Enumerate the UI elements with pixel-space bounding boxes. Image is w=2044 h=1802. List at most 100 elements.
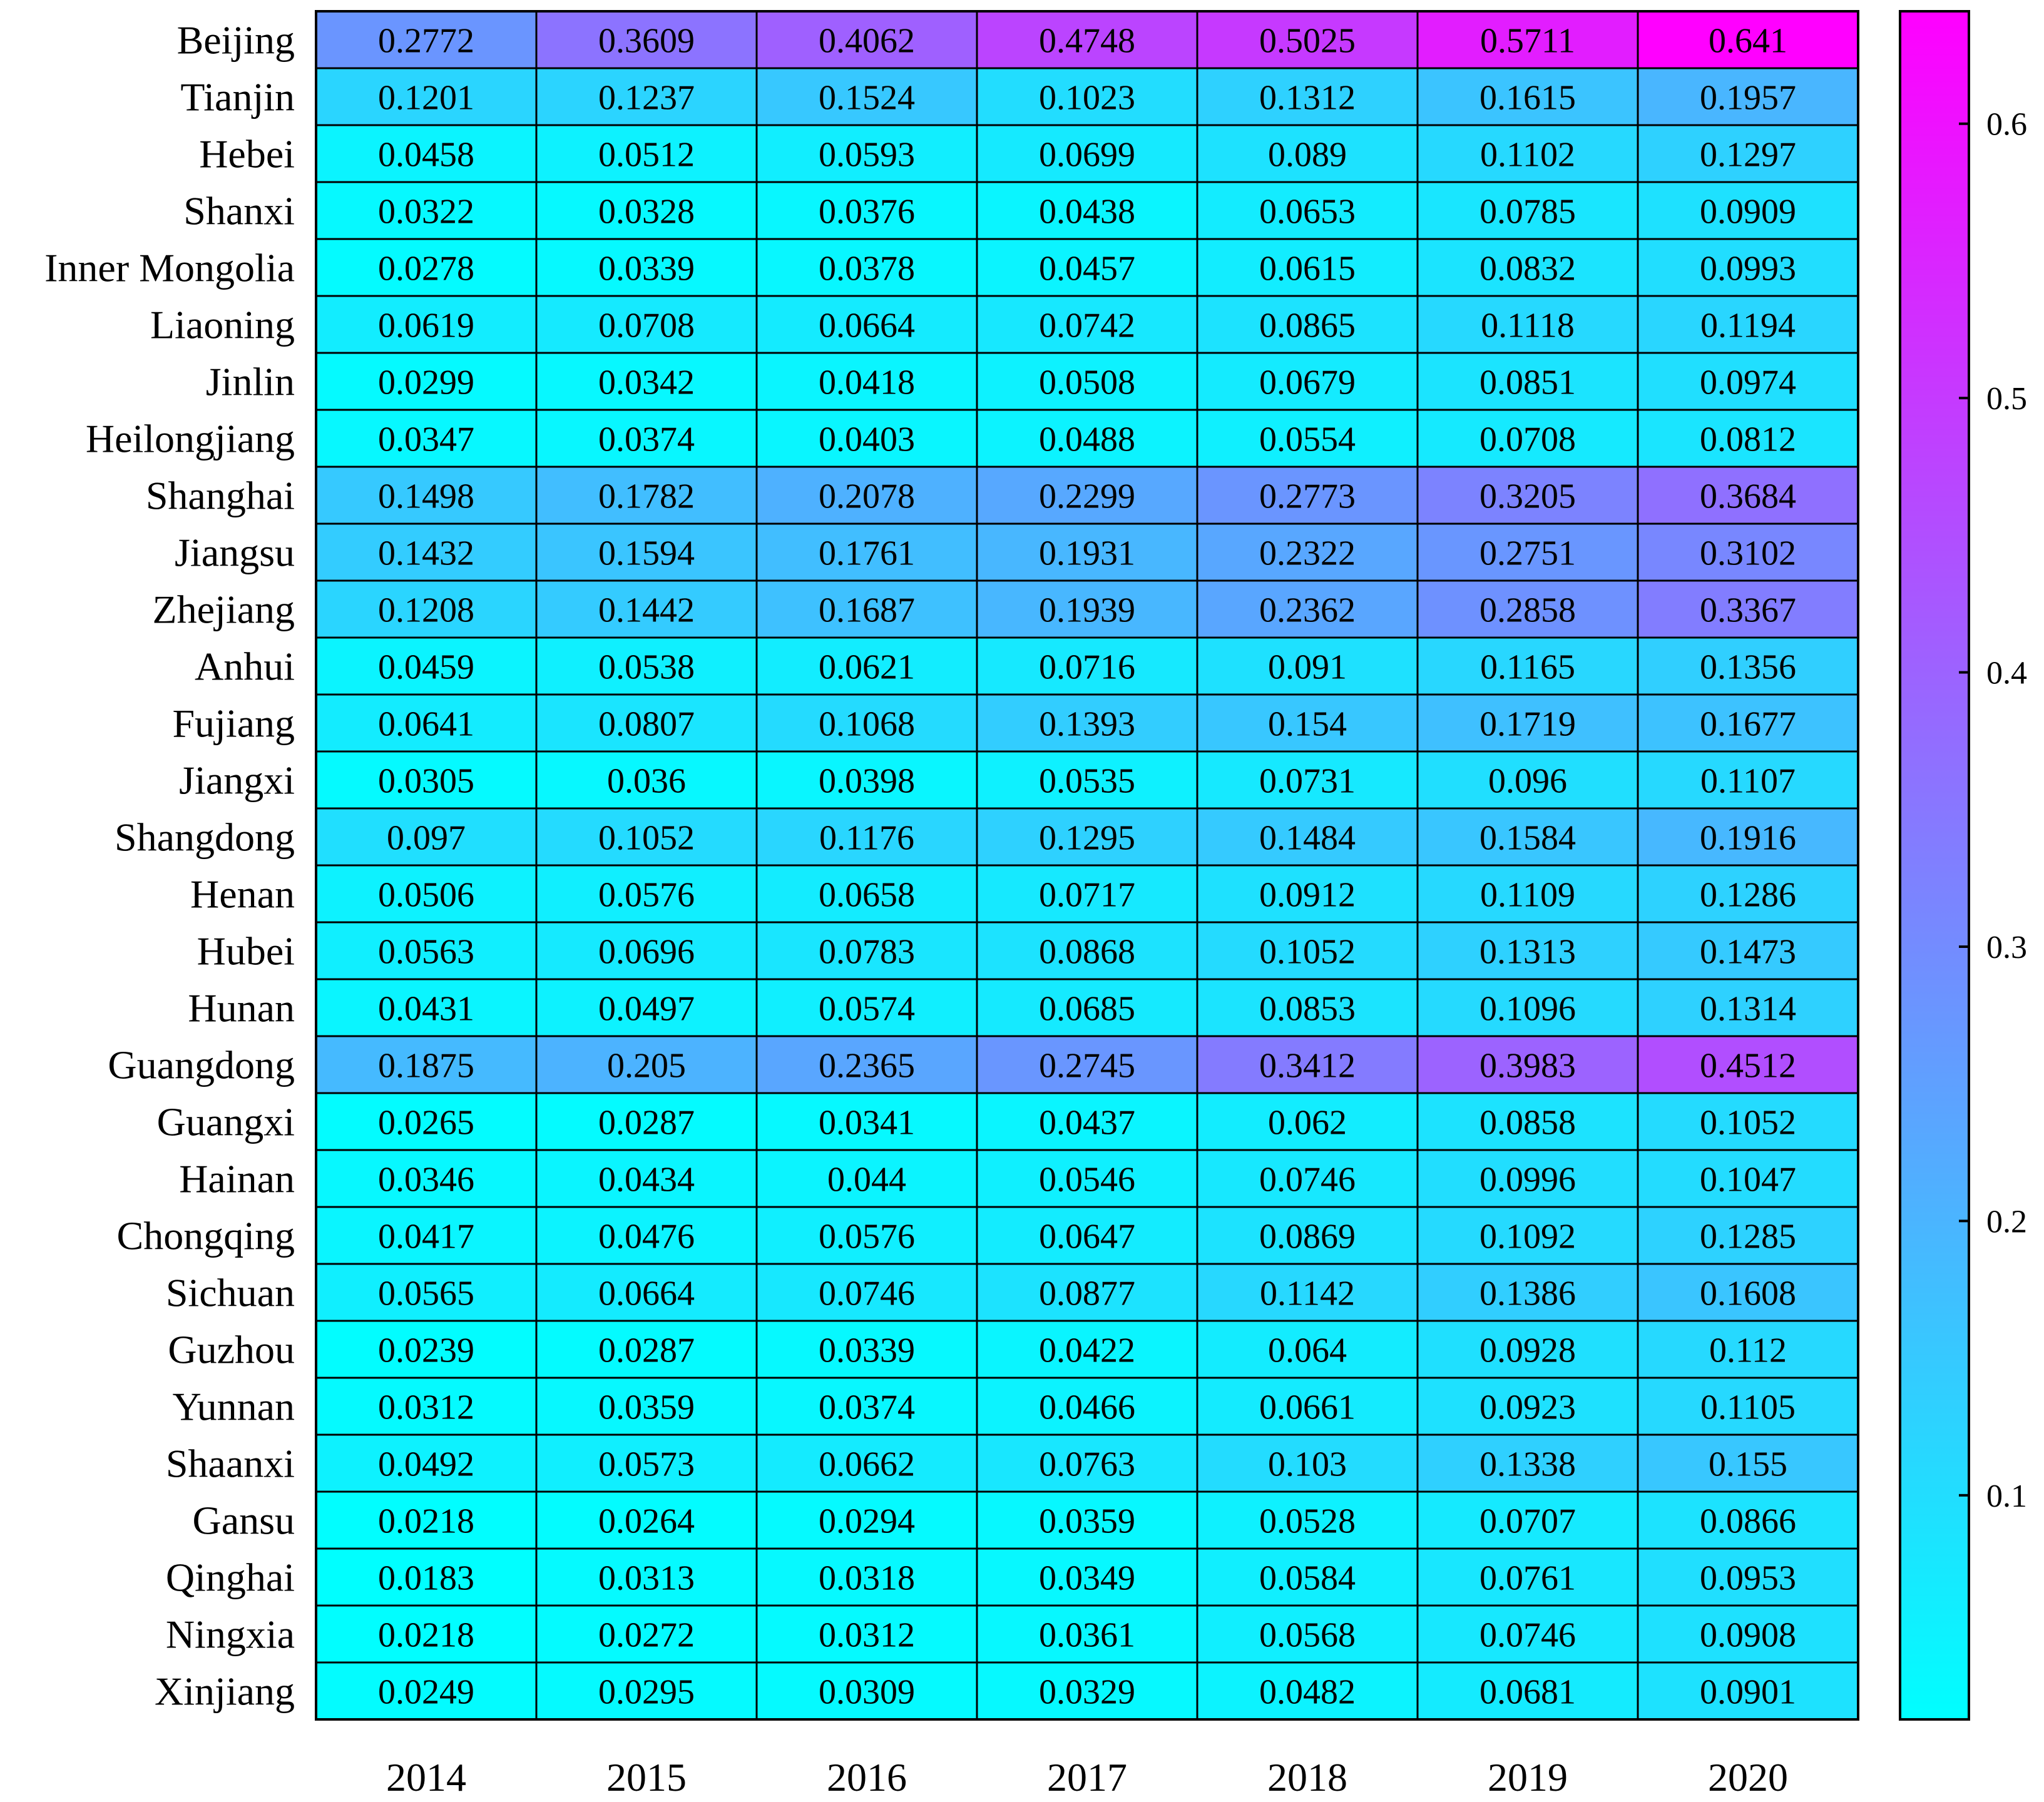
cell-value-label: 0.1761 — [819, 534, 915, 573]
heatmap-cell-labels: 0.2772 0.3609 0.4062 0.4748 0.5025 0.5711 0.64… — [378, 22, 1796, 1712]
cell-value-label: 0.0434 — [598, 1161, 695, 1199]
heatmap-cell — [976, 750, 1198, 810]
cell-value-label: 0.0574 — [819, 990, 915, 1029]
cell-value-label: 0.1957 — [1700, 79, 1796, 118]
cell-value-label: 0.0508 — [1039, 364, 1135, 402]
heatmap-cell — [1637, 579, 1859, 639]
cell-value-label: 0.0974 — [1700, 364, 1796, 402]
cell-value-label: 0.1432 — [378, 534, 474, 573]
heatmap-cell — [315, 1035, 538, 1094]
cell-value-label: 0.2365 — [819, 1047, 915, 1086]
column-label: 2015 — [606, 1755, 687, 1799]
cell-value-label: 0.1677 — [1700, 705, 1796, 744]
heatmap-cell — [976, 124, 1198, 183]
cell-value-label: 0.0287 — [598, 1104, 695, 1143]
cell-value-label: 0.036 — [607, 762, 686, 801]
heatmap-cell — [315, 693, 538, 753]
heatmap-cell — [315, 522, 538, 582]
cell-value-label: 0.0912 — [1259, 876, 1356, 915]
heatmap-cell — [1637, 1433, 1859, 1493]
heatmap-cell — [1637, 1661, 1859, 1721]
cell-value-label: 0.3609 — [598, 22, 695, 61]
heatmap-cell — [1196, 864, 1419, 924]
cell-value-label: 0.0272 — [598, 1616, 695, 1655]
cell-value-label: 0.1286 — [1700, 876, 1796, 915]
heatmap-cell — [976, 1206, 1198, 1265]
heatmap-cell — [1637, 636, 1859, 696]
cell-value-label: 0.0313 — [598, 1559, 695, 1598]
row-label: Hebei — [199, 132, 295, 176]
heatmap-cell — [535, 978, 758, 1037]
heatmap-cell — [755, 1035, 978, 1094]
cell-value-label: 0.0218 — [378, 1502, 474, 1541]
heatmap-cell — [1196, 295, 1419, 354]
cell-value-label: 0.2772 — [378, 22, 474, 61]
heatmap-cell — [315, 1490, 538, 1550]
heatmap-cell — [1416, 1433, 1639, 1493]
heatmap-cell — [755, 238, 978, 297]
cell-value-label: 0.0699 — [1039, 136, 1135, 175]
heatmap-cell — [1416, 181, 1639, 240]
heatmap-frame — [315, 10, 1859, 1721]
heatmap-cell — [535, 1547, 758, 1607]
row-label: Henan — [190, 872, 295, 917]
cell-value-label: 0.3205 — [1479, 477, 1576, 516]
heatmap-cell — [976, 579, 1198, 639]
heatmap-cell — [1416, 807, 1639, 867]
heatmap-cell — [976, 807, 1198, 867]
cell-value-label: 0.1386 — [1479, 1275, 1576, 1313]
cell-value-label: 0.1931 — [1039, 534, 1135, 573]
cell-value-label: 0.0763 — [1039, 1445, 1135, 1484]
cell-value-label: 0.2858 — [1479, 591, 1576, 630]
cell-value-label: 0.3983 — [1479, 1047, 1576, 1086]
heatmap-cell — [976, 1661, 1198, 1721]
cell-value-label: 0.0716 — [1039, 648, 1135, 687]
cell-value-label: 0.3367 — [1700, 591, 1796, 630]
row-label: Yunnan — [172, 1385, 295, 1429]
heatmap-cell — [976, 409, 1198, 468]
heatmap-cell — [755, 352, 978, 411]
cell-value-label: 0.0653 — [1259, 193, 1356, 232]
cell-value-label: 0.1594 — [598, 534, 695, 573]
heatmap-cell — [535, 807, 758, 867]
heatmap-cell — [1196, 466, 1419, 525]
cell-value-label: 0.0812 — [1700, 420, 1796, 459]
cell-value-label: 0.0746 — [1479, 1616, 1576, 1655]
cell-value-label: 0.1916 — [1700, 819, 1796, 858]
cell-value-label: 0.091 — [1268, 648, 1347, 687]
cell-value-label: 0.154 — [1268, 705, 1347, 744]
row-label: Shanghai — [146, 474, 295, 518]
heatmap-cell — [1416, 124, 1639, 183]
row-label: Anhui — [195, 644, 295, 689]
cell-value-label: 0.0658 — [819, 876, 915, 915]
cell-value-label: 0.641 — [1709, 22, 1787, 61]
heatmap-cell — [315, 409, 538, 468]
cell-value-label: 0.0512 — [598, 136, 695, 175]
heatmap-cell — [755, 522, 978, 582]
heatmap-cell — [976, 921, 1198, 980]
cell-value-label: 0.0593 — [819, 136, 915, 175]
cell-value-label: 0.0249 — [378, 1673, 474, 1712]
cell-value-label: 0.0359 — [1039, 1502, 1135, 1541]
cell-value-label: 0.0923 — [1479, 1388, 1576, 1427]
cell-value-label: 0.0647 — [1039, 1218, 1135, 1256]
heatmap-cell — [535, 1320, 758, 1379]
heatmap-cell — [1637, 978, 1859, 1037]
cell-value-label: 0.0785 — [1479, 193, 1576, 232]
heatmap-cell — [535, 409, 758, 468]
heatmap-cell — [1196, 750, 1419, 810]
cell-value-label: 0.0621 — [819, 648, 915, 687]
heatmap-cell — [755, 124, 978, 183]
cell-value-label: 0.1312 — [1259, 79, 1356, 118]
heatmap-cell — [1416, 579, 1639, 639]
column-label: 2016 — [827, 1755, 907, 1799]
cell-value-label: 0.1356 — [1700, 648, 1796, 687]
cell-value-label: 0.0278 — [378, 250, 474, 288]
cell-value-label: 0.1285 — [1700, 1218, 1796, 1256]
cell-value-label: 0.0641 — [378, 705, 474, 744]
row-label: Gansu — [192, 1499, 295, 1543]
heatmap-cell — [755, 1149, 978, 1208]
cell-value-label: 0.0403 — [819, 420, 915, 459]
cell-value-label: 0.0746 — [819, 1275, 915, 1313]
